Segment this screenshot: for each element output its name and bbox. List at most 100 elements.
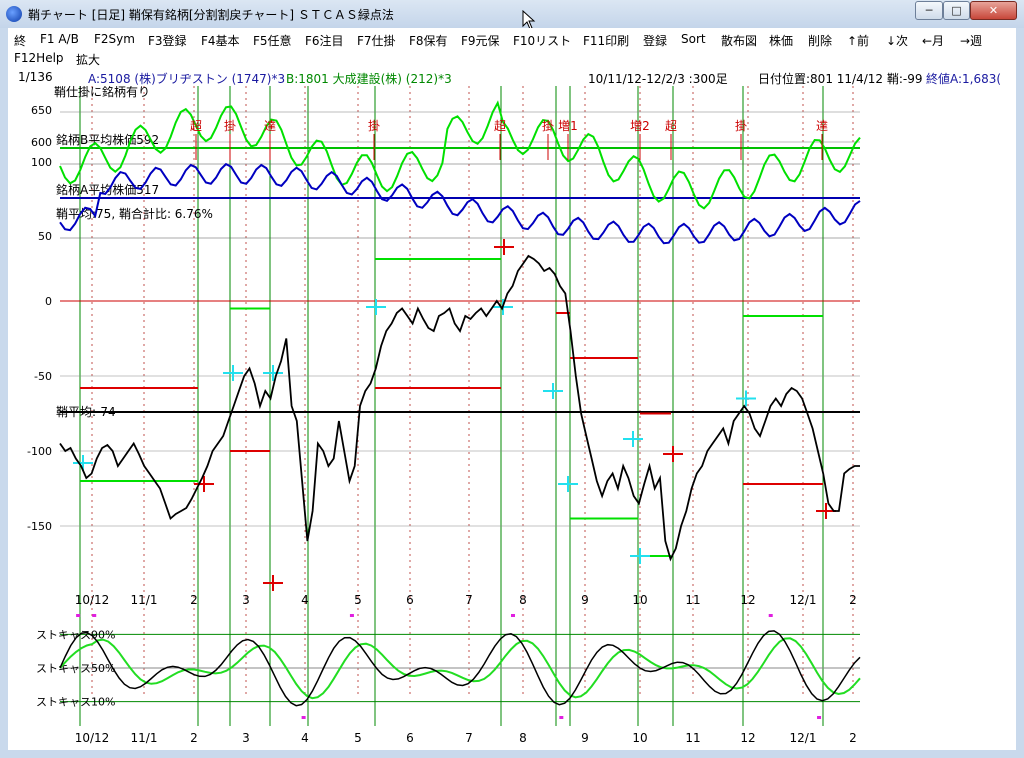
upper-axis-tick: 650 [31,104,52,117]
x-tick-label: 5 [354,593,362,607]
overbought-dot [349,614,354,617]
x-tick-label: 11 [685,593,700,607]
x-tick-label: 10/12 [75,593,110,607]
stoch-fast-line [59,630,861,707]
upper-axis-tick: 100 [31,156,52,169]
signal-marker-label: 増1 [558,119,578,133]
overbought-dot [92,614,97,617]
x-tick-label: 11/1 [131,593,158,607]
chart-background [8,86,1016,750]
menu-f7-entry[interactable]: F7仕掛 [357,34,396,48]
overbought-dot [76,614,81,617]
menu-price[interactable]: 株価 [769,34,794,48]
x-tick-label: 4 [301,593,309,607]
app-icon [6,6,22,22]
menu-f4-basic[interactable]: F4基本 [201,34,240,48]
x-tick-label-bottom: 10/12 [75,731,110,745]
main-y-tick: 0 [45,295,52,308]
x-tick-label: 7 [465,593,473,607]
menu-week[interactable]: →週 [960,34,983,48]
x-tick-label-bottom: 9 [581,731,589,745]
oversold-dot [817,716,822,719]
x-tick-label: 12/1 [790,593,817,607]
mouse-cursor-icon [522,10,536,30]
menu-exit[interactable]: 終 [14,34,27,48]
window-title: 鞘チャート [日足] 鞘保有銘柄[分割割戻チャート] ＳＴＣＡＳ緑点法 [28,8,394,22]
signal-marker-label: 達 [264,119,276,133]
stock-b-label: B:1801 大成建設(株) (212)*3 [286,72,452,86]
x-tick-label-bottom: 2 [190,731,198,745]
overbought-dot [768,614,773,617]
price-b-line [59,100,861,210]
x-tick-label-bottom: 5 [354,731,362,745]
menu-delete[interactable]: 削除 [808,34,833,48]
signal-marker-label: 掛 [224,118,236,133]
price-a-line [59,162,861,245]
x-tick-label: 10 [632,593,647,607]
menu-f6-watch[interactable]: F6注目 [305,34,344,48]
maximize-button[interactable]: □ [943,1,970,20]
signal-marker-label: 超 [665,118,677,133]
x-tick-label-bottom: 6 [406,731,414,745]
x-tick-label-bottom: 7 [465,731,473,745]
spread-average-label: 鞘平均:-74 [56,405,116,419]
menu-f3-register[interactable]: F3登録 [148,34,187,48]
oversold-dot [301,716,306,719]
title-bar[interactable]: 鞘チャート [日足] 鞘保有銘柄[分割割戻チャート] ＳＴＣＡＳ緑点法 ─ □ … [0,0,1024,30]
stoch-level-label: ストキャス90% [36,628,115,641]
close-price-a: 終値A:1,683( [926,72,1002,86]
menu-prev[interactable]: ↑前 [847,34,870,48]
menu-f5-custom[interactable]: F5任意 [253,34,292,48]
menu-next[interactable]: ↓次 [886,34,909,48]
close-button[interactable]: ✕ [970,1,1017,20]
upper-axis-tick: 50 [38,230,52,243]
menu-scatter[interactable]: 散布図 [721,34,758,48]
oversold-dot [559,716,564,719]
menu-f8-hold[interactable]: F8保有 [409,34,448,48]
menu-zoom[interactable]: 拡大 [76,53,101,67]
x-tick-label-bottom: 8 [519,731,527,745]
price-b-label: 銘柄B平均株価592 [56,132,159,147]
signal-marker-label: 超 [494,118,506,133]
minimize-button[interactable]: ─ [915,1,943,20]
x-tick-label: 8 [519,593,527,607]
x-tick-label-bottom: 2 [849,731,857,745]
x-tick-label-bottom: 11/1 [131,731,158,745]
x-tick-label-bottom: 12/1 [790,731,817,745]
stoch-level-label: ストキャス50% [36,662,115,675]
x-tick-label-bottom: 11 [685,731,700,745]
x-tick-label: 9 [581,593,589,607]
signal-marker-label: 掛 [735,118,747,133]
main-y-tick: -50 [34,370,52,383]
signal-marker-label: 掛 [368,118,380,133]
stock-a-label: A:5108 (株)ブリヂストン (1747)*3 [88,72,286,86]
x-tick-label: 2 [849,593,857,607]
x-tick-label-bottom: 10 [632,731,647,745]
menu-f2-sym[interactable]: F2Sym [94,32,135,46]
menu-f12-help[interactable]: F12Help [14,51,64,65]
menu-register[interactable]: 登録 [643,34,668,48]
menu-month[interactable]: ←月 [922,34,945,48]
x-tick-label-bottom: 3 [242,731,250,745]
signal-marker-label: 増2 [630,119,650,133]
signal-marker-label: 掛 [542,118,554,133]
stoch-level-label: ストキャス10% [36,696,115,709]
menu-f10-list[interactable]: F10リスト [513,34,572,48]
main-y-tick: -100 [27,445,52,458]
menu-bar: 終 F1 A/B F2Sym F3登録 F4基本 F5任意 F6注目 F7仕掛 … [8,28,1016,68]
x-tick-label-bottom: 12 [740,731,755,745]
x-tick-label-bottom: 4 [301,731,309,745]
menu-f1-ab[interactable]: F1 A/B [40,32,79,46]
page-counter: 1/136 [18,70,53,84]
signal-marker-label: 超 [190,118,202,133]
stoch-slow-line [59,637,861,700]
menu-sort[interactable]: Sort [681,32,706,46]
menu-f9-orig-hold[interactable]: F9元保 [461,34,500,48]
x-tick-label: 12 [740,593,755,607]
status-line: 1/136 A:5108 (株)ブリヂストン (1747)*3 B:1801 大… [8,68,1016,86]
menu-f11-print[interactable]: F11印刷 [583,34,630,48]
date-range: 10/11/12-12/2/3 :300足 [588,72,728,86]
upper-axis-tick: 600 [31,136,52,149]
